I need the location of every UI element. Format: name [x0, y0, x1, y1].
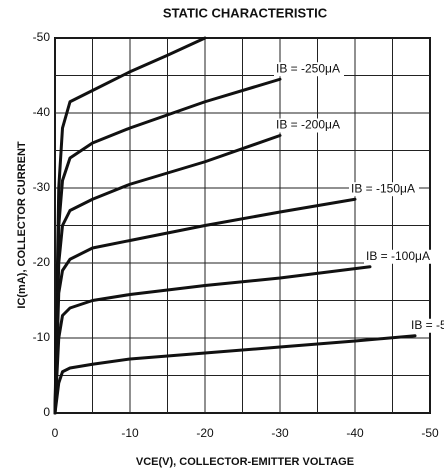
x-tick-label: -50 — [421, 426, 439, 440]
label-bg — [349, 182, 419, 197]
label-bg — [364, 249, 434, 264]
x-tick-label: -30 — [271, 426, 289, 440]
curve — [53, 77, 282, 415]
curve — [53, 134, 282, 415]
label-bg — [274, 118, 344, 133]
curve — [53, 197, 357, 415]
x-tick-label: -10 — [121, 426, 139, 440]
y-axis-label: IC(mA), COLLECTOR CURRENT — [16, 141, 28, 309]
y-tick-label: -20 — [33, 255, 51, 269]
legend-label: IB = -150μA — [351, 181, 415, 195]
y-tick-label: 0 — [43, 405, 50, 419]
label-bg — [274, 62, 344, 77]
label-bg — [409, 318, 444, 333]
y-tick-label: -50 — [33, 30, 51, 44]
chart-title: STATIC CHARACTERISTIC — [163, 5, 328, 20]
curve — [53, 265, 372, 415]
legend-label: IB = -50μA — [411, 318, 444, 332]
x-axis-label: VCE(V), COLLECTOR-EMITTER VOLTAGE — [136, 456, 354, 468]
legend-label: IB = -250μA — [276, 61, 340, 75]
x-tick-label: -40 — [346, 426, 364, 440]
legend-label: IB = -200μA — [276, 118, 340, 132]
y-tick-label: -40 — [33, 105, 51, 119]
curve — [53, 334, 417, 415]
curve — [53, 36, 207, 415]
y-tick-label: -10 — [33, 330, 51, 344]
x-tick-label: 0 — [52, 426, 59, 440]
x-tick-label: -20 — [196, 426, 214, 440]
legend-label: IB = -100μA — [366, 249, 430, 263]
y-tick-label: -30 — [33, 180, 51, 194]
